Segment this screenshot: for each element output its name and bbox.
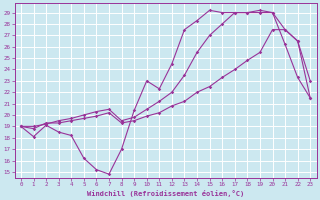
X-axis label: Windchill (Refroidissement éolien,°C): Windchill (Refroidissement éolien,°C) [87, 190, 244, 197]
